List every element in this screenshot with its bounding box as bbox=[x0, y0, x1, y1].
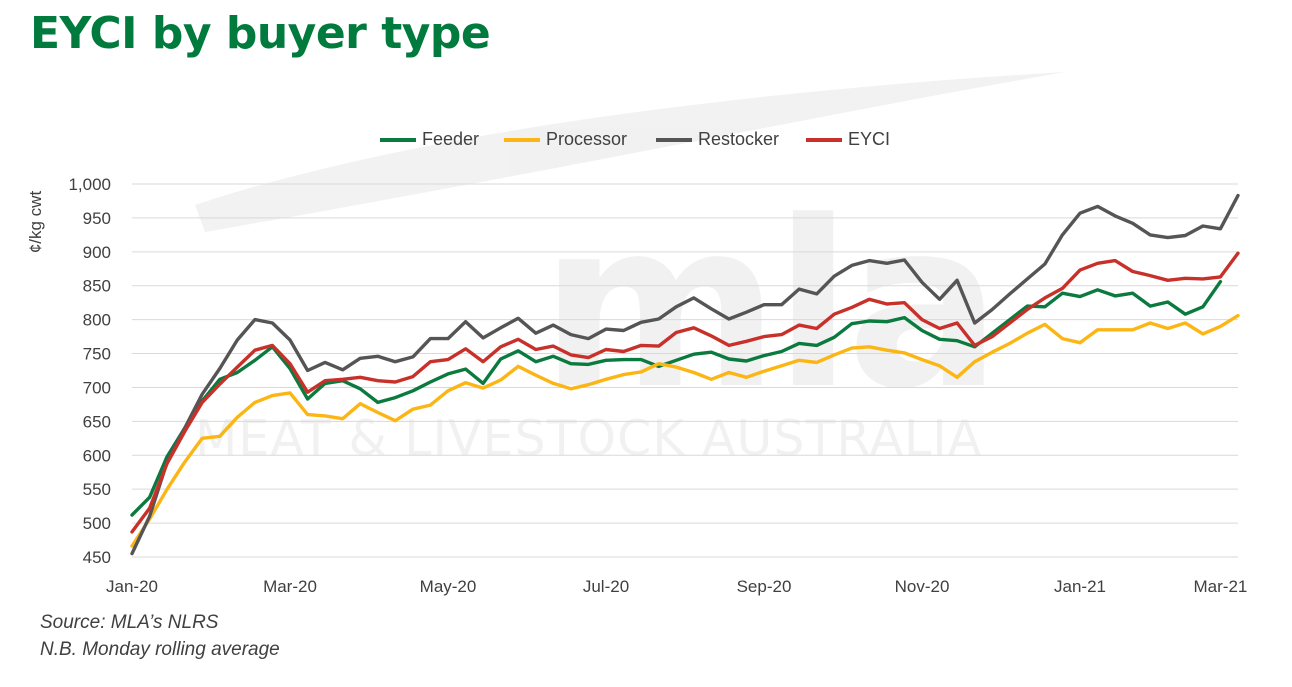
series-line-restocker bbox=[130, 193, 1240, 556]
x-tick-label: May-20 bbox=[420, 577, 477, 596]
source-note: Source: MLA’s NLRS bbox=[40, 612, 219, 633]
watermark-text: MEAT & LIVESTOCK AUSTRALIA bbox=[195, 410, 982, 467]
y-tick-label: 600 bbox=[83, 446, 111, 465]
series-lines bbox=[130, 193, 1240, 556]
gridlines bbox=[132, 183, 1238, 558]
legend: Feeder Processor Restocker EYCI bbox=[0, 129, 1292, 155]
legend-swatch-processor bbox=[504, 137, 540, 142]
y-tick-label: 450 bbox=[83, 548, 111, 567]
watermark-swoosh bbox=[195, 72, 1065, 232]
legend-label-restocker: Restocker bbox=[698, 129, 780, 149]
y-tick-label: 1,000 bbox=[68, 175, 111, 194]
legend-swatch-feeder bbox=[380, 137, 416, 142]
y-tick-label: 650 bbox=[83, 412, 111, 431]
y-tick-label: 850 bbox=[83, 277, 111, 296]
y-tick-label: 750 bbox=[83, 345, 111, 364]
legend-label-feeder: Feeder bbox=[422, 129, 480, 149]
y-tick-label: 550 bbox=[83, 480, 111, 499]
x-axis: Jan-20 Mar-20 May-20 Jul-20 Sep-20 Nov-20 Jan-… bbox=[106, 577, 1247, 596]
series-line-feeder bbox=[130, 280, 1223, 517]
legend-swatch-restocker bbox=[656, 137, 692, 142]
legend-swatch-eyci bbox=[806, 137, 842, 142]
nb-note: N.B. Monday rolling average bbox=[40, 639, 280, 660]
legend-label-processor: Processor bbox=[546, 129, 628, 149]
legend-label-eyci: EYCI bbox=[848, 129, 891, 149]
legend-item-feeder: Feeder bbox=[380, 129, 479, 150]
x-tick-label: Jul-20 bbox=[583, 577, 629, 596]
y-tick-label: 700 bbox=[83, 378, 111, 397]
legend-item-processor: Processor bbox=[504, 129, 627, 150]
series-line-processor bbox=[130, 313, 1240, 548]
x-tick-label: Jan-21 bbox=[1054, 577, 1106, 596]
y-axis-label: ¢/kg cwt bbox=[26, 191, 45, 254]
series-line-eyci bbox=[130, 251, 1240, 534]
x-tick-label: Jan-20 bbox=[106, 577, 158, 596]
y-tick-label: 800 bbox=[83, 311, 111, 330]
legend-item-restocker: Restocker bbox=[656, 129, 779, 150]
legend-item-eyci: EYCI bbox=[806, 129, 890, 150]
x-tick-label: Nov-20 bbox=[895, 577, 950, 596]
y-tick-label: 500 bbox=[83, 514, 111, 533]
watermark-brand: mla bbox=[540, 173, 996, 440]
x-tick-label: Mar-21 bbox=[1194, 577, 1248, 596]
y-tick-label: 900 bbox=[83, 243, 111, 262]
chart-title: EYCI by buyer type bbox=[30, 8, 491, 59]
x-tick-label: Sep-20 bbox=[737, 577, 792, 596]
y-axis: 450 500 550 600 650 700 750 800 850 900 950 1,000 bbox=[68, 175, 111, 567]
x-tick-label: Mar-20 bbox=[263, 577, 317, 596]
y-tick-label: 950 bbox=[83, 209, 111, 228]
